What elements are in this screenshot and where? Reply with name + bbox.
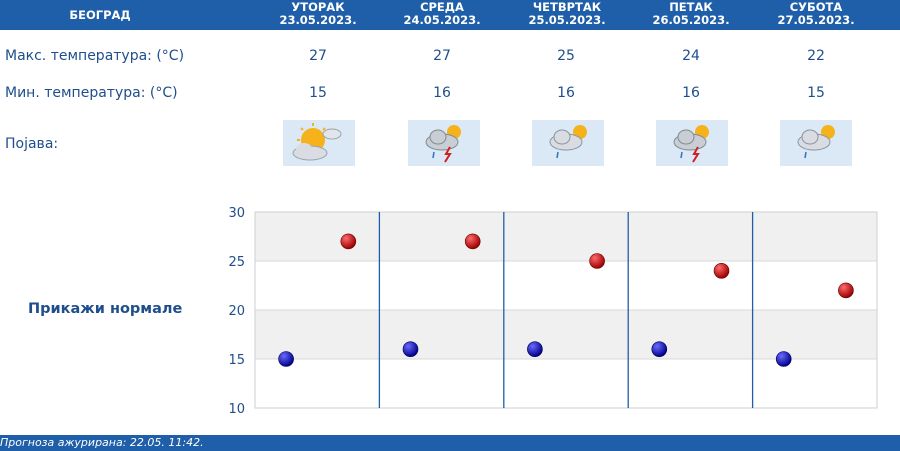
day-name: ПЕТАК <box>669 0 713 14</box>
day-name: СРЕДА <box>420 0 464 14</box>
thunderstorm-icon <box>656 120 728 166</box>
max-temp-value: 25 <box>557 48 575 64</box>
footer-bar: Прогноза ажурирана: 22.05. 11:42. <box>0 435 900 451</box>
min-temp-point <box>527 341 543 357</box>
min-temp-value: 15 <box>807 85 825 101</box>
min-temp-value: 15 <box>309 85 327 101</box>
max-temp-value: 24 <box>682 48 700 64</box>
day-header-1: УТОРАК 23.05.2023. <box>253 1 383 27</box>
day-name: УТОРАК <box>291 0 345 14</box>
chart-band <box>255 310 877 359</box>
max-temp-point <box>340 233 357 250</box>
chart-band <box>255 212 877 261</box>
chart-band <box>255 261 877 310</box>
day-header-5: СУБОТА 27.05.2023. <box>751 1 881 27</box>
day-date: 23.05.2023. <box>279 13 357 27</box>
forecast-header: БЕОГРАД УТОРАК 23.05.2023. СРЕДА 24.05.2… <box>0 0 900 30</box>
day-header-2: СРЕДА 24.05.2023. <box>377 1 507 27</box>
min-temp-point <box>402 341 419 357</box>
day-date: 25.05.2023. <box>528 13 606 27</box>
min-temp-value: 16 <box>557 85 575 101</box>
min-temp-label: Мин. температура: (°C) <box>5 85 178 101</box>
day-date: 27.05.2023. <box>777 13 855 27</box>
temperature-chart: 30 25 20 15 10 <box>228 206 878 417</box>
day-header-4: ПЕТАК 26.05.2023. <box>626 1 756 27</box>
day-date: 24.05.2023. <box>403 13 481 27</box>
chart-band <box>255 359 877 408</box>
max-temp-point <box>713 263 730 279</box>
day-date: 26.05.2023. <box>652 13 730 27</box>
city-name: БЕОГРАД <box>69 8 131 22</box>
min-temp-point <box>651 341 668 357</box>
y-tick-label: 15 <box>228 353 245 368</box>
max-temp-point <box>464 233 481 250</box>
max-temp-point <box>589 253 605 269</box>
cloud-rain-icon <box>780 120 852 166</box>
y-tick-label: 10 <box>228 402 245 417</box>
min-temp-value: 16 <box>682 85 700 101</box>
min-temp-point <box>775 351 792 367</box>
show-normals-link[interactable]: Прикажи нормале <box>28 301 183 317</box>
day-name: ЧЕТВРТАК <box>532 0 602 14</box>
plot-border <box>254 211 878 409</box>
max-temp-point <box>838 282 854 299</box>
day-name: СУБОТА <box>789 0 843 14</box>
forecast-updated-text: Прогноза ажурирана: 22.05. 11:42. <box>0 436 204 449</box>
cloud-rain-icon <box>532 120 604 166</box>
y-tick-label: 30 <box>228 206 245 221</box>
phenomenon-label: Појава: <box>5 136 59 152</box>
max-temp-value: 27 <box>309 48 327 64</box>
thunderstorm-icon <box>408 120 480 166</box>
max-temp-label: Макс. температура: (°C) <box>5 48 185 64</box>
y-tick-label: 20 <box>228 304 245 319</box>
day-header-3: ЧЕТВРТАК 25.05.2023. <box>502 1 632 27</box>
max-temp-value: 22 <box>807 48 825 64</box>
max-temp-value: 27 <box>433 48 451 64</box>
y-tick-label: 25 <box>228 255 245 270</box>
sun-cloud-icon <box>283 120 355 166</box>
min-temp-value: 16 <box>433 85 451 101</box>
min-temp-point <box>278 351 294 367</box>
